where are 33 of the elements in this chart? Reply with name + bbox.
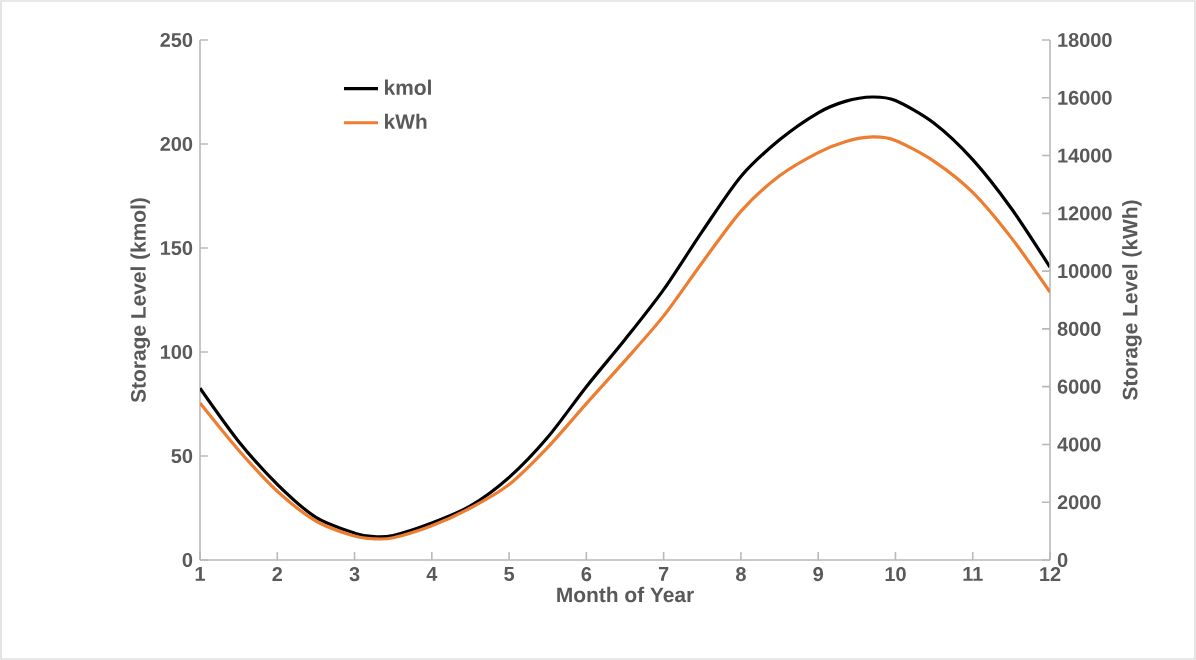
y2-axis-title: Storage Level (kWh) (1122, 200, 1142, 400)
x-axis-title: Month of Year (557, 586, 694, 603)
x-tick-label: 4 (426, 567, 438, 581)
y2-tick-label: 18000 (1058, 32, 1112, 48)
x-tick-label: 1 (195, 567, 205, 581)
y2-tick-label: 2000 (1057, 495, 1101, 510)
y-tick-label: 0 (182, 552, 193, 568)
x-tick-label: 9 (813, 567, 823, 582)
legend-label: kmol (385, 79, 431, 95)
y2-tick-label: 8000 (1057, 321, 1101, 336)
y2-tick-label: 12000 (1058, 206, 1112, 221)
x-tick-label: 7 (658, 567, 669, 581)
x-tick-label: 5 (504, 567, 515, 581)
y2-tick-label: 4000 (1057, 437, 1101, 452)
y-tick-label: 50 (171, 448, 193, 464)
x-tick-label: 3 (349, 567, 360, 582)
x-tick-label: 6 (581, 567, 592, 582)
x-tick-label: 8 (736, 567, 746, 582)
y-tick-label: 200 (160, 136, 193, 152)
y2-tick-label: 16000 (1058, 90, 1112, 105)
x-tick-label: 11 (963, 567, 983, 581)
x-tick-label: 10 (885, 567, 906, 582)
y2-tick-label: 14000 (1058, 148, 1112, 163)
y-tick-label: 100 (160, 344, 193, 360)
legend-label: kWh (385, 113, 427, 129)
y2-tick-label: 6000 (1057, 379, 1101, 394)
y2-tick-label: 10000 (1058, 264, 1112, 279)
x-tick-label: 2 (272, 567, 283, 581)
x-tick-label: 12 (1040, 567, 1061, 581)
y-tick-label: 150 (160, 240, 193, 256)
y2-tick-label: 0 (1057, 552, 1068, 568)
y-tick-label: 250 (160, 32, 193, 48)
y-axis-title: Storage Level (kmol) (130, 198, 151, 403)
